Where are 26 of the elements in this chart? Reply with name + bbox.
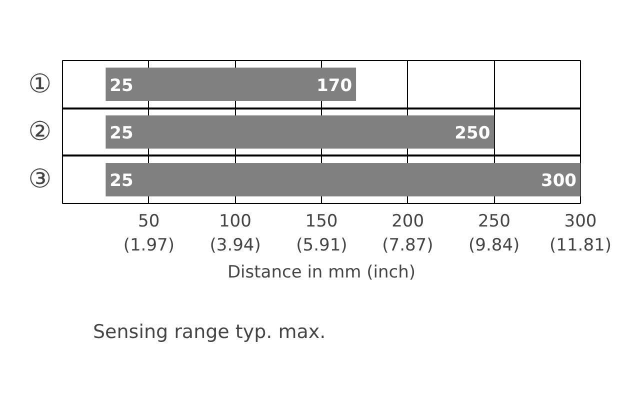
annotation: 25 xyxy=(110,76,134,96)
x2-tick-label: (11.81) xyxy=(550,236,612,256)
annotation: 250 xyxy=(454,124,490,144)
x-axis-title: Distance in mm (inch) xyxy=(227,262,416,282)
annotation: 25 xyxy=(110,171,134,192)
x-tick-label: 300 xyxy=(564,212,597,232)
y-tick-label: ① xyxy=(28,69,52,100)
x-tick-label: 100 xyxy=(218,212,252,232)
x2-tick-label: (5.91) xyxy=(296,236,348,256)
x2-tick-label: (3.94) xyxy=(210,236,261,256)
x2-tick-label: (9.84) xyxy=(468,236,520,256)
text: Sensing range typ. max. xyxy=(93,320,326,345)
annotation: 170 xyxy=(316,76,352,96)
bar xyxy=(106,115,494,149)
x-tick-label: 50 xyxy=(138,212,160,232)
bar xyxy=(106,162,580,196)
x2-tick-label: (7.87) xyxy=(382,236,434,256)
y-tick-label: ② xyxy=(28,117,52,147)
bar xyxy=(106,68,356,102)
x-tick-label: 150 xyxy=(305,212,338,232)
y-tick-label: ③ xyxy=(28,164,52,195)
x-tick-label: 200 xyxy=(392,212,424,232)
x-tick-label: 250 xyxy=(478,212,510,232)
x2-tick-label: (1.97) xyxy=(123,236,174,256)
annotation: 25 xyxy=(110,124,134,144)
annotation: 300 xyxy=(541,171,577,192)
